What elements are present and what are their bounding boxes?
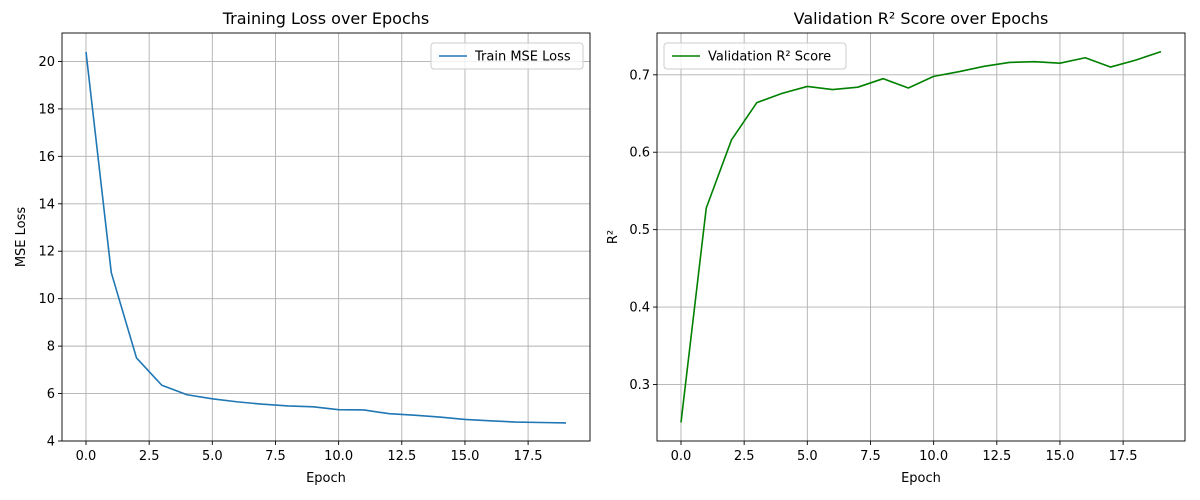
chart2-legend-label: Validation R² Score: [708, 50, 831, 65]
chart1: 0.0 2.5 5.0 7.5 10.0 12.5 15.0 17.5 4 6 8 10 12 14 16 1…: [14, 9, 591, 486]
chart1-y-tick-label: 8: [47, 340, 55, 355]
chart2-x-tick-label: 17.5: [1109, 449, 1138, 464]
chart1-legend-box: [430, 42, 584, 70]
chart1-series-line: [85, 51, 567, 424]
chart2-title: Validation R² Score over Epochs: [794, 9, 1049, 28]
chart2-axes-frame: [656, 32, 1186, 442]
chart1-x-tick-label: 15.0: [450, 449, 479, 464]
chart2-x-tick-label: 10.0: [919, 449, 948, 464]
chart1-x-tick-label: 17.5: [514, 449, 543, 464]
chart2-y-tick-label: 0.7: [629, 68, 650, 83]
chart2-x-tick-label: 12.5: [982, 449, 1011, 464]
chart2-y-tick-label: 0.4: [629, 301, 650, 316]
chart2-x-tick-label: 5.0: [797, 449, 818, 464]
chart2-series-line: [680, 50, 1162, 423]
chart1-legend: Train MSE Loss: [430, 42, 584, 70]
chart1-y-tick-label: 6: [47, 387, 55, 402]
chart1-y-tick-label: 20: [38, 55, 55, 70]
chart1-y-tick-label: 18: [38, 102, 55, 117]
chart1-axes-frame: [61, 32, 591, 442]
chart1-title: Training Loss over Epochs: [222, 9, 430, 28]
chart2-y-tick-label: 0.3: [629, 378, 650, 393]
chart2-x-axis-label: Epoch: [901, 471, 941, 486]
chart1-y-tick-label: 4: [47, 435, 55, 450]
chart2-legend: Validation R² Score: [663, 42, 847, 70]
chart2-y-tick-label: 0.6: [629, 146, 650, 161]
chart1-y-tick-label: 14: [38, 197, 55, 212]
chart2-x-tick-label: 15.0: [1045, 449, 1074, 464]
chart2-x-tick-label: 2.5: [734, 449, 755, 464]
chart1-x-tick-label: 2.5: [139, 449, 160, 464]
chart1-y-axis-label: MSE Loss: [14, 207, 29, 268]
chart2-y-axis-label: R²: [606, 230, 621, 244]
chart1-x-axis-label: Epoch: [306, 471, 346, 486]
chart1-y-tick-label: 10: [38, 292, 55, 307]
chart2-x-tick-label: 7.5: [860, 449, 881, 464]
chart1-x-tick-label: 7.5: [265, 449, 286, 464]
chart1-y-tick-label: 16: [38, 150, 55, 165]
chart1-x-tick-label: 0.0: [76, 449, 97, 464]
chart2: 0.0 2.5 5.0 7.5 10.0 12.5 15.0 17.5 0.3 0.4 0.5 0.6…: [606, 9, 1186, 486]
chart1-legend-label: Train MSE Loss: [474, 50, 571, 65]
chart2-legend-box: [663, 42, 847, 70]
chart2-y-tick-label: 0.5: [629, 223, 650, 238]
chart1-x-tick-label: 10.0: [324, 449, 353, 464]
chart1-x-tick-label: 5.0: [202, 449, 223, 464]
chart1-y-tick-label: 12: [38, 245, 55, 260]
chart1-x-tick-label: 12.5: [387, 449, 416, 464]
chart2-x-tick-label: 0.0: [671, 449, 692, 464]
